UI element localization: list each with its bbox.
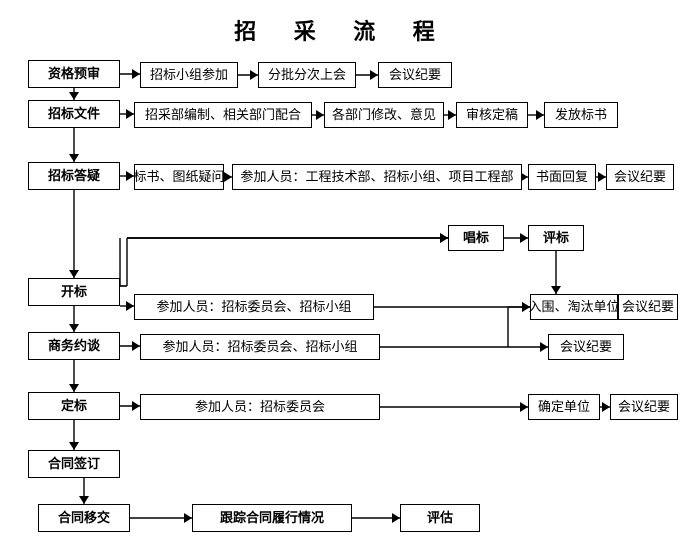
node-n18: 参加人员：招标委员会、招标小组: [134, 294, 374, 320]
node-n15: 唱标: [448, 225, 504, 251]
node-n17: 开标: [28, 278, 120, 306]
node-n11: 标书、图纸疑问: [134, 164, 224, 190]
node-n27: 会议纪要: [610, 394, 678, 420]
node-n29: 合同移交: [38, 504, 130, 532]
node-n20: 会议纪要: [618, 294, 678, 320]
node-n26: 确定单位: [528, 394, 600, 420]
node-n10: 招标答疑: [28, 162, 120, 190]
node-n1: 资格预审: [28, 60, 120, 88]
node-n16: 评标: [528, 225, 584, 251]
node-n19: 入围、淘汰单位: [530, 294, 618, 320]
node-n28: 合同签订: [28, 450, 120, 478]
node-n13: 书面回复: [528, 164, 596, 190]
node-n2: 招标小组参加: [140, 62, 238, 88]
node-n24: 定标: [28, 392, 120, 420]
node-n3: 分批分次上会: [258, 62, 356, 88]
node-n23: 会议纪要: [548, 334, 624, 360]
node-n25: 参加人员：招标委员会: [140, 394, 380, 420]
node-n30: 跟踪合同履行情况: [192, 504, 352, 532]
node-n14: 会议纪要: [606, 164, 674, 190]
node-n4: 会议纪要: [378, 62, 452, 88]
node-n21: 商务约谈: [28, 332, 120, 360]
node-n5: 招标文件: [28, 100, 120, 128]
node-n8: 审核定稿: [456, 102, 528, 128]
node-n7: 各部门修改、意见: [324, 102, 444, 128]
node-n6: 招采部编制、相关部门配合: [134, 102, 312, 128]
node-n31: 评估: [400, 504, 480, 532]
node-n22: 参加人员：招标委员会、招标小组: [140, 334, 380, 360]
node-n9: 发放标书: [544, 102, 618, 128]
node-n12: 参加人员：工程技术部、招标小组、项目工程部: [232, 164, 522, 190]
